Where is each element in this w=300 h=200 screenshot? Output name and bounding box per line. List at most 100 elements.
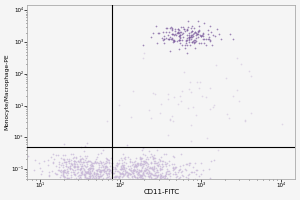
Point — [82, 171, 87, 174]
Point — [77, 173, 82, 176]
Point — [48, 155, 53, 159]
Point — [139, 173, 144, 177]
Point — [125, 180, 130, 184]
Point — [132, 169, 136, 173]
Point — [167, 175, 172, 178]
Point — [75, 178, 80, 181]
Point — [85, 161, 89, 164]
Point — [64, 160, 68, 163]
Point — [153, 166, 158, 170]
Point — [68, 166, 73, 170]
Point — [139, 169, 143, 172]
Point — [210, 44, 214, 47]
Point — [116, 170, 121, 173]
Point — [120, 171, 125, 174]
Point — [93, 173, 98, 176]
Point — [194, 39, 199, 42]
Point — [125, 170, 130, 173]
Point — [89, 170, 94, 173]
Point — [39, 172, 44, 175]
Point — [179, 89, 184, 93]
Point — [100, 169, 105, 172]
Point — [74, 176, 79, 180]
Point — [141, 170, 146, 173]
Point — [187, 37, 192, 40]
Point — [177, 39, 182, 42]
Point — [154, 170, 159, 174]
Point — [196, 86, 201, 89]
Point — [128, 180, 133, 183]
Point — [92, 160, 97, 163]
Point — [141, 179, 146, 182]
Point — [58, 157, 63, 160]
Point — [157, 158, 161, 161]
Point — [91, 182, 96, 185]
Point — [131, 177, 136, 180]
Point — [102, 170, 107, 173]
Point — [249, 74, 254, 77]
Point — [134, 170, 139, 173]
Point — [136, 172, 141, 175]
Point — [70, 183, 74, 186]
Point — [114, 174, 119, 177]
Point — [96, 173, 101, 176]
Point — [200, 32, 205, 35]
Point — [160, 175, 165, 178]
Point — [206, 32, 210, 35]
Point — [127, 180, 132, 183]
Point — [140, 178, 145, 181]
Point — [138, 173, 142, 176]
Point — [129, 169, 134, 172]
Point — [191, 41, 196, 44]
Point — [108, 164, 113, 167]
Point — [163, 160, 168, 163]
Point — [100, 178, 105, 181]
Point — [196, 194, 201, 198]
Point — [102, 164, 107, 167]
Point — [132, 174, 137, 177]
Point — [128, 116, 133, 119]
Point — [237, 99, 242, 102]
Point — [107, 161, 112, 164]
Point — [87, 176, 92, 179]
Point — [83, 175, 88, 179]
Point — [116, 176, 121, 179]
Point — [58, 176, 63, 179]
Point — [131, 174, 136, 177]
Point — [169, 25, 174, 28]
Point — [178, 25, 183, 28]
Point — [154, 164, 159, 167]
Point — [171, 167, 176, 170]
Point — [126, 171, 130, 175]
Point — [103, 161, 108, 164]
Point — [115, 164, 120, 167]
Point — [154, 168, 159, 171]
Point — [136, 184, 141, 187]
Point — [131, 169, 136, 172]
Point — [142, 168, 147, 171]
Point — [120, 172, 125, 175]
Point — [148, 173, 152, 177]
Point — [154, 24, 159, 27]
Point — [206, 37, 210, 40]
Point — [106, 161, 111, 165]
Point — [88, 181, 93, 184]
Point — [91, 168, 95, 171]
Point — [156, 165, 161, 168]
Point — [80, 171, 85, 175]
Point — [226, 117, 231, 120]
Point — [70, 179, 75, 182]
Point — [160, 180, 164, 183]
Point — [151, 174, 155, 177]
Point — [72, 164, 77, 167]
Point — [144, 157, 148, 160]
Point — [146, 173, 150, 176]
Point — [141, 161, 146, 164]
Point — [108, 168, 113, 171]
Point — [89, 173, 94, 177]
Point — [194, 37, 198, 40]
Point — [98, 168, 102, 171]
Point — [134, 173, 139, 176]
Point — [196, 31, 201, 34]
Point — [186, 106, 191, 109]
